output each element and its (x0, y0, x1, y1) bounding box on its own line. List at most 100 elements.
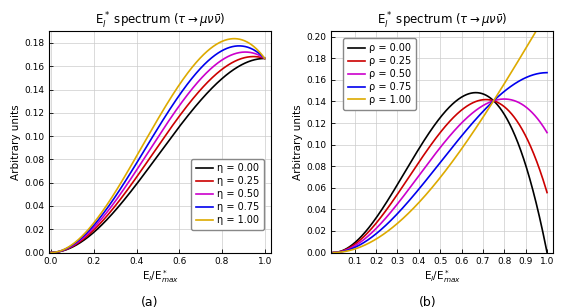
ρ = 0.25 (330, 251, 337, 254)
η = 0.25 (218, 68, 225, 71)
η = 0.75 (218, 49, 225, 53)
η = 0.50 (194, 80, 201, 84)
ρ = 0.75 (330, 251, 337, 254)
η = 0.50 (215, 61, 221, 65)
η = 0.00 (70, 245, 76, 249)
η = 1.00 (134, 153, 141, 156)
ρ = 0.75 (544, 71, 551, 75)
ρ = 0.00 (501, 112, 508, 116)
Y-axis label: Arbitrary units: Arbitrary units (293, 104, 303, 180)
ρ = 1.00 (351, 247, 358, 251)
Line: η = 1.00: η = 1.00 (51, 38, 265, 253)
η = 1.00 (261, 57, 268, 60)
η = 0.00 (48, 251, 54, 254)
η = 0.75 (48, 251, 54, 254)
Y-axis label: Arbitrary units: Arbitrary units (11, 104, 21, 180)
η = 1.00 (142, 139, 148, 143)
η = 0.50 (242, 50, 248, 54)
ρ = 0.75 (424, 177, 431, 180)
η = 0.25 (215, 71, 221, 75)
η = 0.50 (70, 244, 76, 247)
η = 0.00 (218, 77, 225, 81)
Title: E$_l^*$ spectrum ($\tau\rightarrow\mu\nu\bar{\nu}$): E$_l^*$ spectrum ($\tau\rightarrow\mu\nu… (95, 11, 225, 31)
Line: ρ = 0.50: ρ = 0.50 (333, 99, 547, 253)
Line: η = 0.50: η = 0.50 (51, 52, 265, 253)
ρ = 0.50 (330, 251, 337, 254)
η = 0.25 (194, 91, 201, 95)
ρ = 0.25 (424, 148, 431, 152)
η = 0.75 (194, 70, 201, 73)
Line: ρ = 1.00: ρ = 1.00 (333, 13, 547, 253)
η = 0.00 (134, 181, 141, 185)
η = 1.00 (231, 37, 238, 40)
ρ = 0.50 (501, 97, 508, 101)
η = 1.00 (218, 40, 225, 43)
Line: η = 0.75: η = 0.75 (51, 46, 265, 253)
ρ = 0.75 (417, 186, 423, 190)
ρ = 0.00 (424, 133, 431, 137)
ρ = 1.00 (496, 89, 503, 92)
η = 0.75 (70, 243, 76, 247)
Title: E$_l^*$ spectrum ($\tau\rightarrow\mu\nu\bar{\nu}$): E$_l^*$ spectrum ($\tau\rightarrow\mu\nu… (377, 11, 508, 31)
Line: ρ = 0.00: ρ = 0.00 (333, 93, 547, 253)
ρ = 0.25 (351, 242, 358, 246)
Text: (b): (b) (418, 297, 436, 308)
ρ = 0.50 (351, 244, 358, 248)
η = 0.50 (48, 251, 54, 254)
ρ = 0.75 (496, 93, 503, 97)
η = 0.75 (134, 160, 141, 164)
Line: ρ = 0.25: ρ = 0.25 (333, 99, 547, 253)
ρ = 1.00 (477, 120, 483, 124)
ρ = 0.50 (477, 106, 483, 109)
ρ = 0.50 (424, 162, 431, 166)
η = 1.00 (48, 251, 54, 254)
η = 0.00 (142, 171, 148, 175)
η = 0.25 (48, 251, 54, 254)
η = 0.00 (215, 81, 221, 84)
Line: η = 0.00: η = 0.00 (51, 59, 265, 253)
η = 0.75 (261, 57, 268, 60)
ρ = 0.00 (351, 241, 358, 244)
Text: (a): (a) (142, 297, 158, 308)
ρ = 1.00 (424, 191, 431, 195)
ρ = 0.00 (497, 107, 504, 110)
η = 0.75 (142, 147, 148, 151)
ρ = 0.00 (417, 146, 423, 149)
ρ = 0.75 (500, 90, 507, 94)
X-axis label: E$_l$/E$^*_{max}$: E$_l$/E$^*_{max}$ (424, 268, 461, 285)
ρ = 0.25 (477, 98, 483, 102)
η = 0.25 (261, 57, 268, 60)
η = 0.25 (70, 244, 76, 248)
ρ = 0.50 (544, 131, 551, 135)
η = 0.25 (142, 163, 148, 167)
η = 0.75 (235, 44, 242, 48)
Legend: ρ = 0.00, ρ = 0.25, ρ = 0.50, ρ = 0.75, ρ = 1.00: ρ = 0.00, ρ = 0.25, ρ = 0.50, ρ = 0.75, … (342, 38, 416, 110)
ρ = 0.50 (496, 97, 503, 101)
η = 0.25 (134, 174, 141, 178)
ρ = 0.50 (417, 173, 423, 176)
η = 1.00 (215, 42, 221, 45)
ρ = 1.00 (330, 251, 337, 254)
ρ = 0.50 (500, 97, 507, 101)
ρ = 0.00 (330, 251, 337, 254)
ρ = 0.25 (497, 102, 504, 106)
η = 1.00 (70, 242, 76, 246)
ρ = 0.00 (477, 91, 484, 95)
η = 0.50 (261, 57, 268, 60)
ρ = 1.00 (544, 11, 551, 14)
ρ = 0.75 (351, 245, 358, 249)
Legend: η = 0.00, η = 0.25, η = 0.50, η = 0.75, η = 1.00: η = 0.00, η = 0.25, η = 0.50, η = 0.75, … (191, 159, 264, 230)
Line: η = 0.25: η = 0.25 (51, 57, 265, 253)
η = 0.50 (134, 167, 141, 171)
ρ = 1.00 (500, 83, 507, 86)
Line: ρ = 0.75: ρ = 0.75 (333, 73, 547, 253)
ρ = 0.00 (473, 91, 479, 95)
η = 0.25 (250, 55, 257, 59)
ρ = 0.25 (544, 191, 551, 194)
ρ = 0.25 (483, 98, 490, 101)
η = 0.00 (261, 57, 268, 60)
η = 0.75 (215, 51, 221, 55)
ρ = 0.25 (501, 105, 508, 108)
η = 1.00 (194, 59, 201, 63)
ρ = 1.00 (417, 200, 423, 204)
